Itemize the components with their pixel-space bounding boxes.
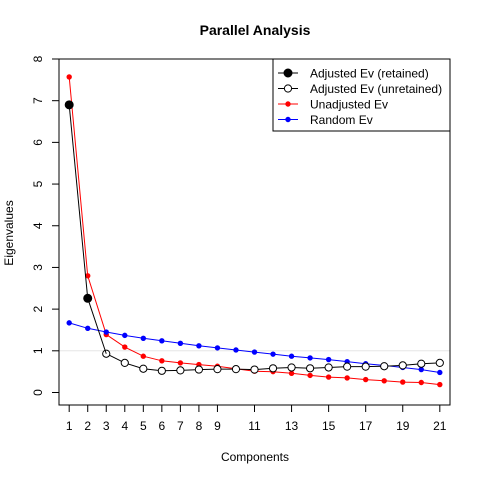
data-point-random-ev [122,332,128,339]
data-point-unadjusted-ev [159,358,165,364]
data-point-unadjusted-ev [437,381,443,388]
legend-entry: Adjusted Ev (unretained) [278,82,442,96]
data-point-random-ev [159,338,165,344]
legend-marker [283,68,293,78]
data-point-unadjusted-ev [140,353,147,359]
x-tick-label: 7 [177,419,184,433]
x-tick-label: 1 [66,419,73,433]
x-tick-label: 5 [140,419,147,433]
data-point-adjusted-ev-unretained [194,365,204,374]
legend: Adjusted Ev (retained)Adjusted Ev (unret… [272,58,451,132]
y-tick-label: 1 [31,347,45,354]
data-point-unadjusted-ev [325,374,332,380]
y-tick-label: 6 [31,139,45,146]
series-random-ev [66,320,443,376]
data-point-adjusted-ev-unretained [324,363,333,372]
data-point-adjusted-ev-unretained [343,362,352,371]
data-point-random-ev [85,325,91,331]
x-tick-label: 3 [103,419,110,433]
x-tick-label: 11 [248,419,261,433]
data-point-adjusted-ev-unretained [139,364,148,373]
data-point-unadjusted-ev [307,372,313,379]
data-point-unadjusted-ev [400,379,406,385]
data-point-random-ev [325,356,332,363]
data-point-random-ev [288,353,295,359]
legend-box [272,58,451,132]
y-tick-label: 8 [31,55,45,62]
x-tick-label: 4 [121,419,128,433]
data-point-adjusted-ev-unretained [120,358,129,367]
x-axis-label: Components [221,450,289,464]
data-point-adjusted-ev-unretained [231,365,241,374]
data-point-adjusted-ev-unretained [417,359,426,368]
y-tick-label: 7 [31,97,45,104]
data-point-adjusted-ev-unretained [268,364,278,373]
x-tick-label: 6 [159,419,166,433]
data-point-random-ev [307,355,313,361]
x-tick-label: 19 [396,419,410,433]
data-point-unadjusted-ev [288,370,295,377]
legend-label: Random Ev [310,113,373,127]
data-point-adjusted-ev-unretained [157,366,166,375]
data-point-random-ev [233,347,239,353]
data-point-unadjusted-ev [344,375,350,381]
x-tick-label: 9 [214,419,221,433]
data-point-random-ev [66,320,72,326]
data-point-unadjusted-ev [177,360,184,366]
legend-marker [285,101,291,107]
data-point-adjusted-ev-unretained [435,358,444,367]
x-tick-label: 13 [285,419,299,433]
y-tick-label: 5 [31,180,45,187]
data-point-random-ev [103,329,109,335]
y-axis-label: Eigenvalues [2,200,16,265]
data-point-random-ev [437,369,443,376]
data-point-unadjusted-ev [66,74,72,80]
data-point-adjusted-ev-unretained [250,365,259,374]
data-point-adjusted-ev-retained [64,100,74,110]
legend-entry: Unadjusted Ev [278,98,388,112]
legend-label: Adjusted Ev (retained) [310,67,429,81]
data-point-adjusted-ev-unretained [380,362,389,371]
x-tick-label: 21 [433,419,447,433]
legend-entry: Adjusted Ev (retained) [278,67,429,81]
data-point-random-ev [251,349,258,355]
data-point-random-ev [418,366,424,373]
y-axis: 0 1 2 3 4 5 6 7 8 [31,55,60,396]
data-point-unadjusted-ev [122,344,128,350]
y-tick-label: 4 [31,222,45,229]
data-point-adjusted-ev-unretained [287,363,296,372]
series-line-adjusted-ev-retained [68,104,89,299]
data-point-adjusted-ev-unretained [361,362,370,371]
legend-marker [285,116,291,123]
data-point-unadjusted-ev [418,379,424,386]
x-tick-label: 15 [322,419,336,433]
data-point-adjusted-ev-unretained [305,364,315,373]
chart-title: Parallel Analysis [200,22,311,38]
data-point-random-ev [270,351,276,357]
adjusted-ev-connector [87,298,107,354]
data-point-adjusted-ev-unretained [398,361,407,370]
x-tick-label: 2 [84,419,91,433]
legend-marker [283,84,293,93]
y-tick-label: 2 [31,305,45,312]
data-point-unadjusted-ev [362,376,369,383]
series-adjusted-ev-unretained [102,349,444,375]
data-point-random-ev [177,340,184,347]
data-point-adjusted-ev-unretained [213,365,222,374]
y-tick-label: 3 [31,264,45,271]
legend-label: Adjusted Ev (unretained) [310,82,442,96]
x-tick-label: 17 [359,419,373,433]
legend-label: Unadjusted Ev [310,98,388,112]
data-point-adjusted-ev-unretained [176,366,185,375]
x-tick-label: 8 [196,419,203,433]
legend-entry: Random Ev [278,113,373,127]
data-point-random-ev [140,335,147,342]
data-point-random-ev [214,345,221,351]
data-point-random-ev [196,343,202,349]
data-point-unadjusted-ev [381,378,387,384]
y-tick-label: 0 [31,389,45,396]
x-axis: 1 2 3 4 5 6 7 8 9 11 13 15 17 19 21 [66,404,447,433]
